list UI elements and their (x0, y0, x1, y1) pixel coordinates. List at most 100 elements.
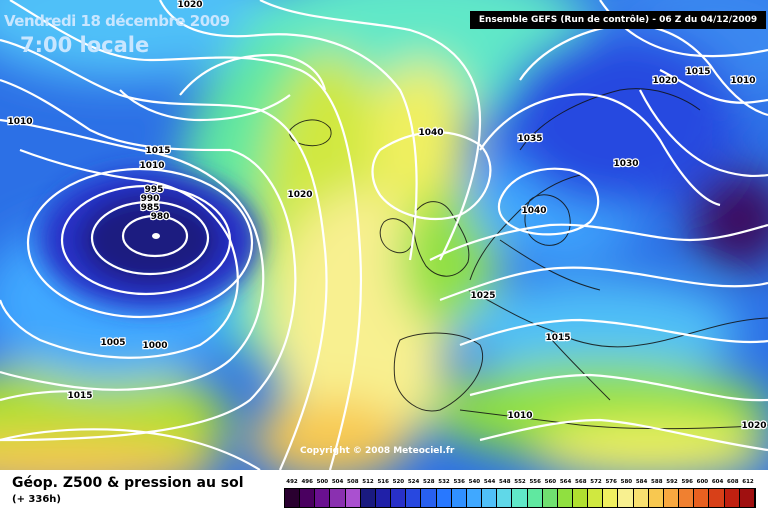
color-scale-swatch (330, 489, 346, 507)
color-scale-label: 596 (681, 479, 693, 485)
color-scale-swatch (482, 489, 498, 507)
color-scale-label: 556 (529, 479, 541, 485)
color-scale-label: 492 (286, 479, 298, 485)
color-scale-swatch (497, 489, 513, 507)
isobar-label: 1010 (139, 161, 164, 171)
color-scale-swatch (588, 489, 604, 507)
isobar-label: 1035 (517, 134, 542, 144)
color-scale-swatch (451, 489, 467, 507)
isobar-label: 1040 (521, 206, 546, 216)
isobar-label: 1005 (100, 338, 125, 348)
model-info-box: Ensemble GEFS (Run de contrôle) - 06 Z d… (470, 11, 766, 29)
color-scale-label: 536 (453, 479, 465, 485)
isobar-label: 1015 (685, 67, 710, 77)
isobar-label: 1015 (67, 391, 92, 401)
isobar-label: 1020 (741, 421, 766, 431)
color-scale-label: 576 (605, 479, 617, 485)
forecast-date: Vendredi 18 décembre 2009 (4, 12, 230, 30)
color-scale-swatch (345, 489, 361, 507)
low-pressure-core (40, 170, 260, 310)
isobar-label: 1020 (287, 190, 312, 200)
copyright-notice: Copyright © 2008 Meteociel.fr (300, 446, 455, 456)
isobar-label: 1020 (652, 76, 677, 86)
color-scale-label: 600 (696, 479, 709, 485)
color-scale-label: 504 (331, 479, 344, 485)
color-scale-swatch (436, 489, 452, 507)
color-scale-swatch (421, 489, 437, 507)
isobar-label: 1015 (545, 333, 570, 343)
color-scale-swatch (360, 489, 376, 507)
color-scale-label: 588 (651, 479, 663, 485)
color-scale-swatch (285, 489, 301, 507)
isobar-label: 1020 (177, 0, 202, 10)
color-scale-label: 568 (575, 479, 587, 485)
color-scale-swatch (466, 489, 483, 507)
color-scale-swatch (618, 489, 634, 507)
color-scale-swatch (724, 489, 740, 507)
low-center-marker (152, 233, 160, 239)
isobar-label: 995 (145, 185, 164, 195)
color-scale-label: 612 (742, 479, 754, 485)
color-scale-swatch (406, 489, 422, 507)
color-scale-label: 524 (407, 479, 420, 485)
isobar-label: 1040 (418, 128, 443, 138)
isobars (0, 0, 768, 470)
isobar-label: 985 (141, 203, 160, 213)
color-scale-swatch (391, 489, 407, 507)
color-scale-label: 520 (392, 479, 405, 485)
color-scale-swatch (527, 489, 543, 507)
isobar-label: 1010 (507, 411, 532, 421)
color-scale-swatch (739, 489, 755, 507)
color-scale-label: 516 (377, 479, 389, 485)
isobar-label: 1010 (730, 76, 755, 86)
color-scale-label: 604 (711, 479, 724, 485)
map-title: Géop. Z500 & pression au sol (12, 475, 244, 491)
color-scale-label: 532 (438, 479, 450, 485)
color-scale-label: 540 (468, 479, 481, 485)
color-scale-swatch (648, 489, 664, 507)
isobar-label: 980 (151, 212, 170, 222)
color-scale-swatch (375, 489, 392, 507)
forecast-hours: (+ 336h) (12, 494, 61, 505)
color-scale-swatch (557, 489, 573, 507)
color-scale-swatch (663, 489, 680, 507)
color-scale-label: 592 (666, 479, 678, 485)
color-scale-label: 512 (362, 479, 374, 485)
color-scale-label: 580 (620, 479, 633, 485)
color-scale-swatch (542, 489, 558, 507)
color-scale-swatch (315, 489, 331, 507)
color-scale-label: 528 (423, 479, 435, 485)
color-scale-swatch (572, 489, 589, 507)
forecast-time: 7:00 locale (20, 33, 150, 57)
color-scale-label: 500 (316, 479, 329, 485)
isobar-label: 990 (141, 194, 160, 204)
isobar-label: 1025 (470, 291, 495, 301)
color-scale-label: 508 (347, 479, 359, 485)
color-scale-swatch (603, 489, 619, 507)
color-scale-bar (284, 488, 756, 508)
color-scale-labels: 492 496 500 504 508 512 516 520 524 528 532 536 540 5… (284, 478, 756, 488)
color-scale-swatch (300, 489, 316, 507)
color-scale-label: 496 (301, 479, 313, 485)
color-scale-swatch (633, 489, 649, 507)
color-scale: 492 496 500 504 508 512 516 520 524 528 532 536 540 5… (284, 478, 756, 510)
isobar-label: 1030 (613, 159, 638, 169)
color-scale-label: 564 (559, 479, 572, 485)
color-scale-swatch (679, 489, 695, 507)
color-scale-swatch (694, 489, 710, 507)
isobar-label: 1015 (145, 146, 170, 156)
color-scale-label: 608 (727, 479, 739, 485)
color-scale-label: 584 (635, 479, 648, 485)
isobar-label: 1000 (142, 341, 167, 351)
isobar-label: 1010 (7, 117, 32, 127)
color-scale-label: 572 (590, 479, 602, 485)
color-scale-swatch (512, 489, 528, 507)
legend-panel: Géop. Z500 & pression au sol (+ 336h) 49… (0, 470, 768, 512)
color-scale-label: 544 (483, 479, 496, 485)
color-scale-label: 560 (544, 479, 557, 485)
color-scale-label: 548 (499, 479, 511, 485)
color-scale-swatch (709, 489, 725, 507)
